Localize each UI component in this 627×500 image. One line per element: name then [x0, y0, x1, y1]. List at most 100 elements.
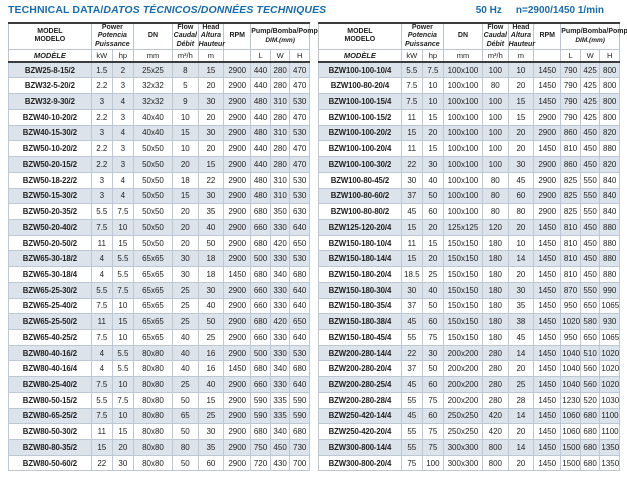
data-cell: 330 [269, 344, 291, 362]
data-cell: 680 [289, 423, 310, 440]
table-row: BZW100-100-20/4 11 15 100x100 100 20 1450 810 45… [318, 140, 620, 158]
data-cell: 80x80 [132, 439, 174, 456]
data-cell: 650 [289, 234, 310, 252]
data-cell: 425 [579, 77, 601, 95]
data-cell: 500 [250, 344, 271, 362]
data-cell: 1450 [533, 423, 562, 440]
data-cell: 590 [289, 407, 310, 425]
data-cell: 420 [482, 423, 509, 440]
model-cell: BZW40-15-30/2 [8, 124, 92, 142]
data-cell: 520 [579, 391, 601, 409]
data-cell: 2900 [223, 218, 252, 236]
data-cell: 80 [482, 187, 509, 205]
data-cell: 530 [289, 187, 310, 205]
flow-header: Flow Caudal Débit [482, 22, 509, 50]
data-cell: 10 [172, 108, 199, 126]
data-cell: 470 [289, 77, 310, 95]
data-cell: 150x150 [442, 250, 484, 268]
data-cell: 50 [421, 360, 444, 378]
data-cell: 80 [482, 203, 509, 220]
table-row: BZW100-100-30/2 22 30 100x100 100 30 2900 860 45… [318, 156, 620, 173]
data-cell: 45 [507, 171, 535, 189]
data-cell: 2900 [533, 203, 562, 220]
data-cell: 2.2 [90, 156, 113, 173]
data-cell: 5.5 [90, 203, 113, 220]
data-cell: 80x80 [132, 407, 174, 425]
data-cell: 825 [560, 187, 581, 205]
power-header-en: Power [411, 24, 433, 31]
data-cell: 2900 [533, 187, 562, 205]
data-cell: 810 [560, 140, 581, 158]
data-cell: 425 [579, 93, 601, 110]
data-cell: 200x200 [442, 344, 484, 362]
data-cell: 480 [250, 124, 271, 142]
data-cell: 280 [482, 344, 509, 362]
data-cell: 75 [421, 439, 444, 456]
data-cell: 20 [197, 140, 225, 158]
data-cell: 4 [111, 171, 134, 189]
data-cell: 2900 [223, 171, 252, 189]
data-cell: 810 [560, 250, 581, 268]
data-cell: 60 [421, 203, 444, 220]
data-cell: 1020 [599, 376, 620, 393]
data-cell: 450 [579, 140, 601, 158]
data-cell: 200x200 [442, 376, 484, 393]
data-cell: 1020 [599, 344, 620, 362]
data-cell: 50x50 [132, 187, 174, 205]
data-cell: 40x40 [132, 108, 174, 126]
data-cell: 15 [197, 156, 225, 173]
model-cell: BZW80-25-40/2 [8, 376, 92, 393]
data-cell: 800 [599, 77, 620, 95]
data-cell: 2900 [223, 140, 252, 158]
table-row: BZW65-25-30/2 5.5 7.5 65x65 25 30 2900 660 330 64… [8, 281, 310, 299]
data-cell: 680 [250, 234, 271, 252]
data-cell: 680 [579, 454, 601, 472]
head-header-en: Head [512, 24, 530, 31]
data-cell: 180 [482, 328, 509, 346]
data-cell: 820 [599, 156, 620, 173]
data-cell: 20 [507, 140, 535, 158]
data-cell: 650 [579, 328, 601, 346]
flow-header: Flow Caudal Débit [172, 22, 199, 50]
data-cell: 32x32 [132, 93, 174, 110]
model-cell: BZW50-15-30/2 [8, 187, 92, 205]
data-cell: 3 [90, 171, 113, 189]
data-cell: 20 [421, 250, 444, 268]
data-cell: 860 [560, 156, 581, 173]
data-cell: 2900 [223, 93, 252, 110]
data-cell: 2900 [223, 423, 252, 440]
data-cell: 1065 [599, 297, 620, 315]
data-cell: 950 [560, 328, 581, 346]
data-cell: 640 [289, 218, 310, 236]
data-cell: 750 [250, 439, 271, 456]
data-cell: 15 [421, 140, 444, 158]
data-cell: 335 [269, 407, 291, 425]
data-cell: 65x65 [132, 297, 174, 315]
table-row: BZW100-80-60/2 37 50 100x100 80 60 2900 825 550 8… [318, 187, 620, 205]
data-cell: 1060 [560, 407, 581, 425]
data-cell: 20 [111, 439, 134, 456]
model-cell: BZW200-280-14/4 [318, 344, 402, 362]
data-cell: 80x80 [132, 376, 174, 393]
data-cell: 420 [269, 234, 291, 252]
data-cell: 530 [289, 250, 310, 268]
data-cell: 35 [507, 297, 535, 315]
model-cell: BZW100-100-20/4 [318, 140, 402, 158]
model-cell: BZW150-180-30/4 [318, 281, 402, 299]
data-cell: 1450 [533, 360, 562, 378]
data-cell: 55 [400, 439, 423, 456]
titlebar: TECHNICAL DATA/DATOS TÉCNICOS/DONNÉES TE… [8, 4, 620, 18]
data-cell: 60 [507, 187, 535, 205]
data-cell: 2900 [223, 344, 252, 362]
model-cell: BZW250-420-14/4 [318, 407, 402, 425]
data-cell: 100x100 [442, 171, 484, 189]
table-row: BZW32-9-30/2 3 4 32x32 9 30 2900 480 310 530 [8, 93, 310, 110]
data-cell: 7.5 [400, 93, 423, 110]
model-cell: BZW50-18-22/2 [8, 171, 92, 189]
data-cell: 5 [172, 77, 199, 95]
data-cell: 5.5 [111, 266, 134, 283]
model-cell: BZW100-80-80/2 [318, 203, 402, 220]
data-cell: 2900 [223, 407, 252, 425]
data-cell: 37 [400, 360, 423, 378]
model-cell: BZW50-20-40/2 [8, 218, 92, 236]
